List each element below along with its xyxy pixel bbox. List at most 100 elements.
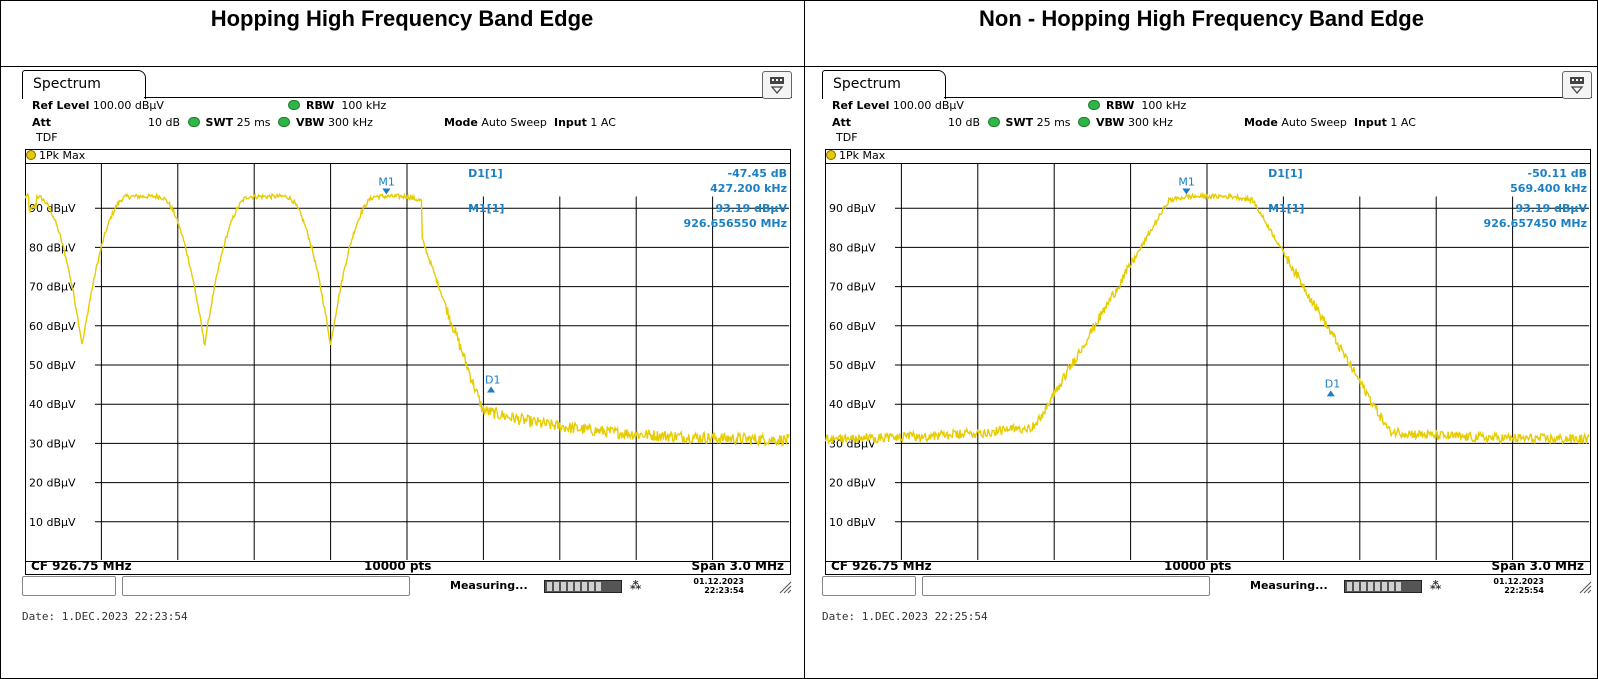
y-axis-label: 50 dBµV <box>29 359 76 372</box>
status-bar: Measuring... ⁂ 01.12.2023 22:23:54 <box>22 576 792 598</box>
title-hopping: Hopping High Frequency Band Edge <box>210 6 594 31</box>
att-label: Att <box>32 116 52 129</box>
led-green-icon <box>1078 117 1091 127</box>
remote-icon: ⁂ <box>630 579 642 592</box>
marker-m1-label: M1 <box>1178 175 1195 188</box>
rbw: RBW 100 kHz <box>1088 99 1186 112</box>
status-datetime: 01.12.2023 22:25:54 <box>1493 577 1544 595</box>
marker-d1-icon <box>1326 390 1335 397</box>
readout-d1-freq: 427.200 kHz <box>710 182 787 195</box>
plot-footer: CF 926.75 MHz 10000 pts Span 3.0 MHz <box>825 559 1591 575</box>
y-axis-label: 50 dBµV <box>829 359 876 372</box>
y-axis-label: 30 dBµV <box>29 437 76 450</box>
window-menu-icon[interactable] <box>762 71 792 99</box>
center-frequency: CF 926.75 MHz <box>31 559 132 573</box>
trace-label: 1Pk Max <box>826 149 885 162</box>
mode: Mode Auto Sweep <box>444 116 547 129</box>
y-axis-label: 90 dBµV <box>829 202 876 215</box>
y-axis-label: 80 dBµV <box>829 241 876 254</box>
center-frequency: CF 926.75 MHz <box>831 559 932 573</box>
mode: Mode Auto Sweep <box>1244 116 1347 129</box>
y-axis-label: 90 dBµV <box>29 202 76 215</box>
resize-grip-icon[interactable] <box>1578 580 1592 594</box>
rbw: RBW 100 kHz <box>288 99 386 112</box>
y-axis-label: 40 dBµV <box>29 398 76 411</box>
tdf-label: TDF <box>36 131 58 144</box>
point-count: 10000 pts <box>1164 559 1232 573</box>
marker-d1-icon <box>487 386 496 393</box>
marker-m1-label: M1 <box>378 175 395 188</box>
led-green-icon <box>987 117 1000 127</box>
resize-grip-icon[interactable] <box>778 580 792 594</box>
readout-m1-freq: 926.656550 MHz <box>684 217 787 230</box>
readout-m1-value: 93.19 dBµV <box>716 202 788 215</box>
status-field-1 <box>22 576 116 596</box>
marker-d1-label: D1 <box>1325 377 1340 390</box>
status-bar: Measuring... ⁂ 01.12.2023 22:25:54 <box>822 576 1592 598</box>
window-menu-icon[interactable] <box>1562 71 1592 99</box>
column-divider <box>804 0 805 679</box>
remote-icon: ⁂ <box>1430 579 1442 592</box>
spectrum-plot[interactable]: 90 dBµV 80 dBµV 70 dBµV 60 dBµV 50 dBµV 40 dB… <box>25 163 791 561</box>
point-count: 10000 pts <box>364 559 432 573</box>
spectrum-panel-non-hopping: Spectrum Ref Level 100.00 dBµV RBW 100 k… <box>822 70 1592 630</box>
led-green-icon <box>278 117 291 127</box>
tab-underline <box>944 97 1592 98</box>
readout-d1-value: -50.11 dB <box>1528 167 1587 180</box>
led-green-icon <box>187 117 200 127</box>
led-green-icon <box>288 100 300 110</box>
led-green-icon <box>1088 100 1100 110</box>
y-axis-label: 70 dBµV <box>29 281 76 294</box>
trace-label: 1Pk Max <box>26 149 85 162</box>
readout-d1-tag: D1[1] <box>468 167 503 180</box>
ref-level: Ref Level 100.00 dBµV <box>832 99 964 112</box>
span-value: Span 3.0 MHz <box>691 559 784 573</box>
y-axis-label: 20 dBµV <box>29 477 76 490</box>
att-swt-vbw: 10 dB SWT 25 ms VBW 300 kHz <box>148 116 373 129</box>
progress-bar <box>1344 580 1422 593</box>
trace-header <box>25 149 791 164</box>
y-axis-label: 80 dBµV <box>29 241 76 254</box>
trace-dot-icon <box>826 150 836 160</box>
input: Input 1 AC <box>1354 116 1416 129</box>
marker-m1-icon <box>1182 188 1191 195</box>
spectrum-panel-hopping: Spectrum Ref Level 100.00 dBµV RBW 100 k… <box>22 70 792 630</box>
readout-d1-tag: D1[1] <box>1268 167 1303 180</box>
marker-m1-icon <box>382 188 391 195</box>
status-field-2 <box>922 576 1210 596</box>
header-divider <box>0 66 1598 67</box>
y-axis-label: 60 dBµV <box>29 320 76 333</box>
readout-d1-freq: 569.400 kHz <box>1510 182 1587 195</box>
status-field-1 <box>822 576 916 596</box>
progress-bar <box>544 580 622 593</box>
marker-d1-label: D1 <box>485 373 500 386</box>
title-non-hopping: Non - Hopping High Frequency Band Edge <box>979 6 1424 31</box>
plot-footer: CF 926.75 MHz 10000 pts Span 3.0 MHz <box>25 559 791 575</box>
att-swt-vbw: 10 dB SWT 25 ms VBW 300 kHz <box>948 116 1173 129</box>
readout-m1-tag: M1[1] <box>1268 202 1304 215</box>
tab-spectrum-label: Spectrum <box>33 76 101 92</box>
measuring-status: Measuring... <box>450 579 528 592</box>
status-field-2 <box>122 576 410 596</box>
ref-level: Ref Level 100.00 dBµV <box>32 99 164 112</box>
spectrum-plot[interactable]: 90 dBµV 80 dBµV 70 dBµV 60 dBµV 50 dBµV 40 dB… <box>825 163 1591 561</box>
readout-d1-value: -47.45 dB <box>728 167 787 180</box>
plot-frame <box>825 163 1591 562</box>
y-axis-label: 10 dBµV <box>829 516 876 529</box>
y-axis-label: 60 dBµV <box>829 320 876 333</box>
status-datetime: 01.12.2023 22:23:54 <box>693 577 744 595</box>
trace-line <box>25 191 790 448</box>
tab-spectrum[interactable]: Spectrum <box>22 70 146 99</box>
measuring-status: Measuring... <box>1250 579 1328 592</box>
y-axis-label: 40 dBµV <box>829 398 876 411</box>
date-line: Date: 1.DEC.2023 22:25:54 <box>822 610 988 623</box>
y-axis-label: 70 dBµV <box>829 281 876 294</box>
plot-frame <box>25 163 791 562</box>
readout-m1-tag: M1[1] <box>468 202 504 215</box>
readout-m1-freq: 926.657450 MHz <box>1484 217 1587 230</box>
tab-spectrum[interactable]: Spectrum <box>822 70 946 99</box>
y-axis-label: 20 dBµV <box>829 477 876 490</box>
tdf-label: TDF <box>836 131 858 144</box>
att-label: Att <box>832 116 852 129</box>
span-value: Span 3.0 MHz <box>1491 559 1584 573</box>
